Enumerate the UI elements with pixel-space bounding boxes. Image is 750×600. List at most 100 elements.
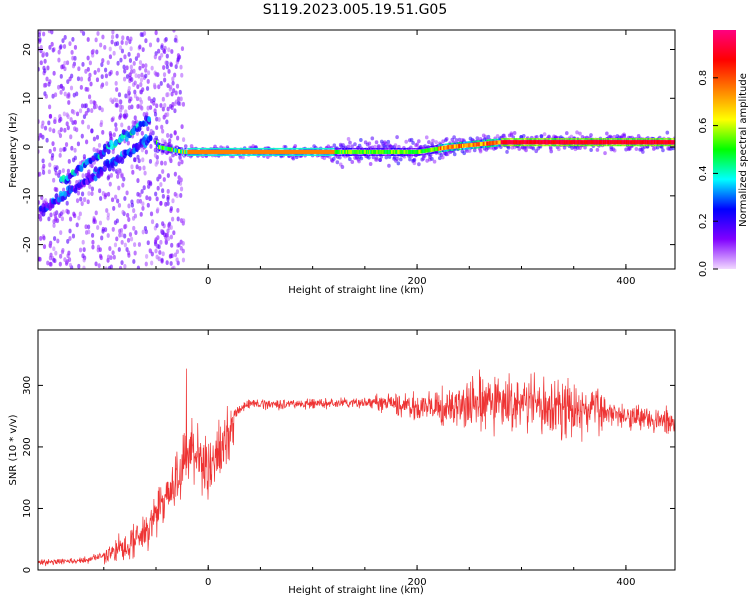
spectrogram-cell-2408 [248, 149, 251, 154]
spectrogram-cell-3430 [603, 144, 606, 147]
spectrogram-cell-160 [162, 72, 167, 77]
spectrogram-cell-3479 [621, 140, 624, 145]
spectrogram-cell-3446 [610, 140, 613, 145]
spectrogram-cell-115 [126, 212, 130, 218]
spectrogram-cell-2825 [394, 149, 396, 154]
spectrogram-cell-2218 [182, 154, 184, 156]
spectrogram-cell-3618 [669, 138, 672, 140]
spectrogram-cell-2327 [220, 149, 223, 154]
spectrogram-cell-2225 [185, 149, 188, 154]
spectrogram-cell-1916 [557, 147, 561, 152]
spectrogram-cell-3613 [667, 144, 670, 147]
spectrogram-cell-3516 [634, 138, 637, 140]
spectrogram-cell-832 [120, 173, 124, 179]
spectrogram-cell-2719 [356, 154, 359, 156]
spectrogram-cell-3217 [529, 144, 532, 147]
spectrogram-cell-804 [169, 133, 173, 139]
spectrogram-cell-3473 [619, 140, 622, 145]
spectrogram-cell-3150 [506, 138, 509, 140]
spectrogram-cell-1738 [461, 138, 466, 143]
spectrogram-cell-1539 [359, 156, 364, 161]
spectrogram-cell-2478 [272, 147, 275, 150]
spectrogram-cell-1553 [367, 141, 372, 146]
spectrogram-cell-3500 [629, 140, 631, 145]
spectrogram-cell-132 [104, 73, 109, 79]
spectrogram-cell-638 [57, 57, 61, 63]
spectrogram-cell-3392 [591, 140, 594, 145]
spectrogram-cell-2582 [309, 149, 312, 154]
spectrogram-cell-779 [173, 191, 177, 197]
spectrogram-cell-470 [138, 97, 142, 102]
spectrogram-cell-562 [176, 208, 180, 213]
spectrogram-cell-715 [142, 30, 147, 36]
spectrogram-cell-2947 [435, 151, 438, 154]
spectrogram-cell-2857 [404, 154, 407, 156]
spectrogram-cell-2798 [384, 149, 387, 154]
spectrogram-cell-2613 [319, 147, 322, 150]
spectrogram-cell-1487 [332, 143, 337, 148]
spectrogram-cell-2864 [407, 149, 410, 154]
spectrogram-cell-567 [67, 100, 71, 105]
spectrogram-cell-442 [165, 260, 169, 266]
spectrogram-cell-2166 [164, 144, 167, 146]
spectrogram-cell-3198 [523, 138, 526, 140]
snr-y-tick-label-2: 200 [22, 437, 33, 456]
spectrogram-cell-1561 [370, 136, 375, 141]
spectrogram-cell-3460 [614, 144, 617, 147]
spectrogram-cell-2962 [441, 150, 443, 153]
spectrogram-cell-2934 [431, 145, 434, 148]
spectrogram-cell-665 [58, 261, 62, 267]
spectrogram-cell-3285 [553, 138, 556, 140]
spectrogram-cell-2819 [392, 149, 394, 154]
spectrogram-cell-3210 [527, 138, 530, 140]
spectrogram-cell-172 [59, 253, 63, 259]
spectrogram-cell-2888 [416, 149, 418, 154]
spectrogram-cell-2921 [427, 148, 430, 153]
spectrogram-cell-3266 [547, 140, 550, 145]
spectrogram-cell-2241 [190, 147, 193, 150]
spectrogram-cell-2460 [266, 147, 269, 150]
spectrogram-cell-2510 [284, 149, 287, 154]
spectrogram-cell-419 [152, 100, 156, 106]
spectrogram-cell-3629 [673, 140, 675, 145]
spectrogram-cell-2672 [340, 149, 343, 154]
spectrogram-cell-3141 [503, 138, 506, 140]
spectrogram-cell-3335 [571, 140, 574, 145]
spectrogram-cell-3419 [600, 140, 603, 145]
spectrogram-cell-3119 [496, 140, 499, 145]
spectrogram-cell-3145 [504, 144, 507, 147]
spectrogram-cell-3588 [659, 138, 662, 140]
spectrogram-cell-358 [138, 60, 143, 65]
spectrogram-cell-2242 [190, 154, 193, 156]
spectrogram-cell-3025 [463, 148, 465, 150]
spectrogram-cell-3080 [482, 141, 485, 146]
spectrogram-cell-3453 [612, 138, 615, 140]
spectrogram-cell-3262 [545, 144, 548, 147]
spectrogram-cell-2317 [216, 154, 219, 156]
spectrogram-cell-791 [95, 148, 99, 154]
spectrogram-cell-883 [173, 72, 177, 78]
spectrogram-cell-2471 [270, 149, 273, 154]
spectrogram-cell-2715 [355, 147, 358, 150]
spectrogram-cell-2951 [437, 146, 440, 151]
spectrogram-cell-91 [165, 64, 169, 70]
spectrogram-cell-2976 [446, 143, 449, 145]
spectrogram-cell-2858 [405, 149, 408, 154]
spectrogram-cell-253 [170, 253, 174, 259]
spectrogram-cell-324 [175, 257, 179, 263]
spectrogram-cell-3482 [622, 140, 625, 145]
spectrogram-cell-3338 [572, 140, 575, 145]
spectrogram-cell-3123 [497, 138, 500, 140]
spectrogram-cell-2281 [204, 154, 206, 156]
spectrogram-cell-2362 [232, 154, 235, 156]
spectrogram-cell-2617 [320, 154, 323, 156]
spectrogram-cell-812 [172, 265, 176, 269]
spectrogram-cell-3236 [537, 140, 539, 145]
spectrogram-cell-405 [138, 65, 142, 71]
spectrogram-cell-350 [166, 92, 170, 97]
spectrogram-cell-2179 [168, 151, 171, 154]
spectrogram-cell-887 [179, 245, 183, 251]
spectrogram-cell-589 [169, 103, 173, 109]
spectrogram-cell-3277 [550, 144, 553, 147]
spectrogram-cell-2772 [375, 147, 378, 150]
